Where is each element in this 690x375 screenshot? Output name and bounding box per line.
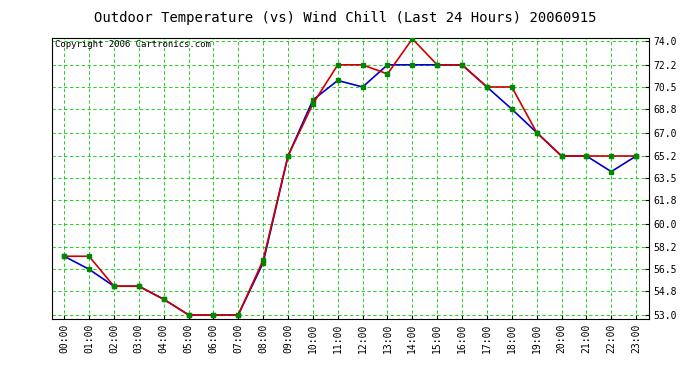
Text: Copyright 2006 Cartronics.com: Copyright 2006 Cartronics.com xyxy=(55,40,210,50)
Text: Outdoor Temperature (vs) Wind Chill (Last 24 Hours) 20060915: Outdoor Temperature (vs) Wind Chill (Las… xyxy=(94,11,596,25)
